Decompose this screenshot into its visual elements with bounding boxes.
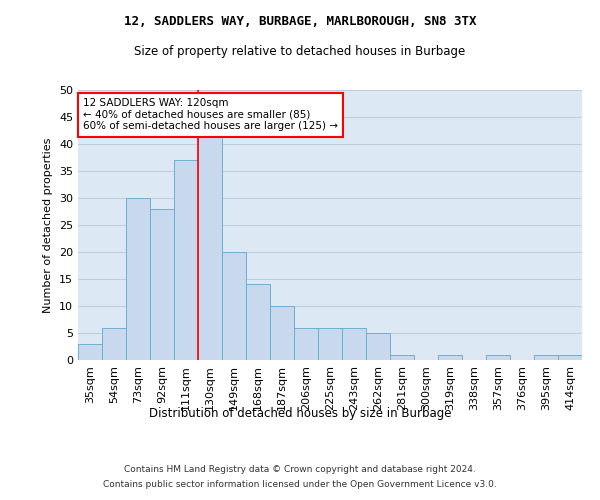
Bar: [222, 252, 246, 360]
Bar: [390, 354, 414, 360]
Bar: [198, 128, 222, 360]
Bar: [270, 306, 294, 360]
Text: Contains public sector information licensed under the Open Government Licence v3: Contains public sector information licen…: [103, 480, 497, 489]
Text: Contains HM Land Registry data © Crown copyright and database right 2024.: Contains HM Land Registry data © Crown c…: [124, 465, 476, 474]
Text: Size of property relative to detached houses in Burbage: Size of property relative to detached ho…: [134, 45, 466, 58]
Bar: [558, 354, 582, 360]
Bar: [534, 354, 558, 360]
Bar: [126, 198, 150, 360]
Bar: [246, 284, 270, 360]
Bar: [438, 354, 462, 360]
Text: 12, SADDLERS WAY, BURBAGE, MARLBOROUGH, SN8 3TX: 12, SADDLERS WAY, BURBAGE, MARLBOROUGH, …: [124, 15, 476, 28]
Bar: [294, 328, 318, 360]
Bar: [318, 328, 342, 360]
Bar: [78, 344, 102, 360]
Bar: [366, 333, 390, 360]
Bar: [102, 328, 126, 360]
Bar: [150, 209, 174, 360]
Text: Distribution of detached houses by size in Burbage: Distribution of detached houses by size …: [149, 408, 451, 420]
Y-axis label: Number of detached properties: Number of detached properties: [43, 138, 53, 312]
Bar: [486, 354, 510, 360]
Text: 12 SADDLERS WAY: 120sqm
← 40% of detached houses are smaller (85)
60% of semi-de: 12 SADDLERS WAY: 120sqm ← 40% of detache…: [83, 98, 338, 132]
Bar: [174, 160, 198, 360]
Bar: [342, 328, 366, 360]
